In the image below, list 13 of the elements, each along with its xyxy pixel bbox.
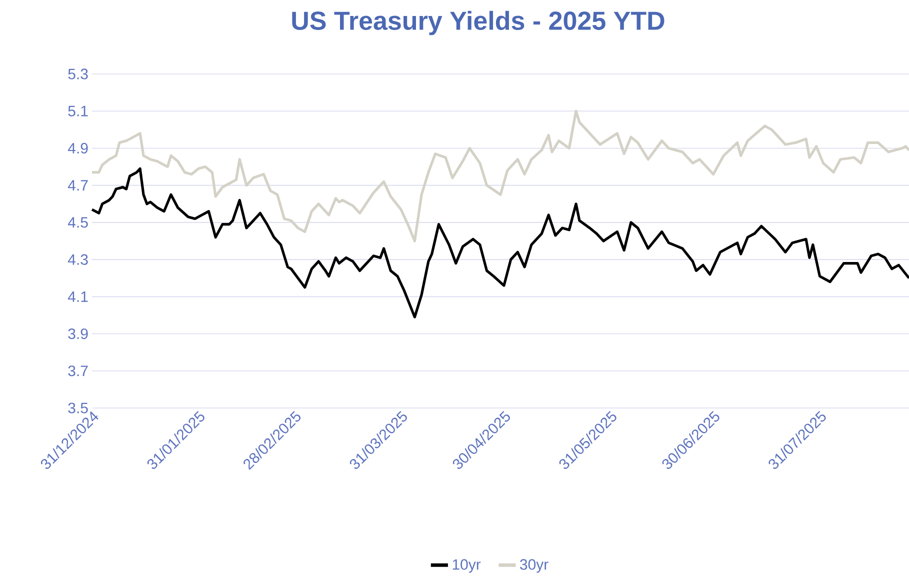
y-tick-label: 4.1 (68, 292, 88, 302)
y-tick-label: 3.7 (68, 366, 88, 376)
legend-label: 30yr (520, 559, 548, 573)
y-tick-label: 3.9 (68, 328, 88, 340)
y-tick-label: 4.3 (68, 254, 88, 265)
y-tick-label: 4.7 (68, 180, 88, 190)
y-tick-label: 4.5 (68, 217, 88, 228)
chart-title: US Treasury Yields - 2025 YTD (292, 10, 664, 36)
y-tick-label: 5.1 (68, 106, 88, 116)
y-tick-label: 4.9 (68, 142, 88, 154)
legend-label: 10yr (452, 559, 481, 573)
y-tick-label: 5.3 (68, 68, 88, 80)
y-tick-label: 3.5 (68, 402, 88, 414)
